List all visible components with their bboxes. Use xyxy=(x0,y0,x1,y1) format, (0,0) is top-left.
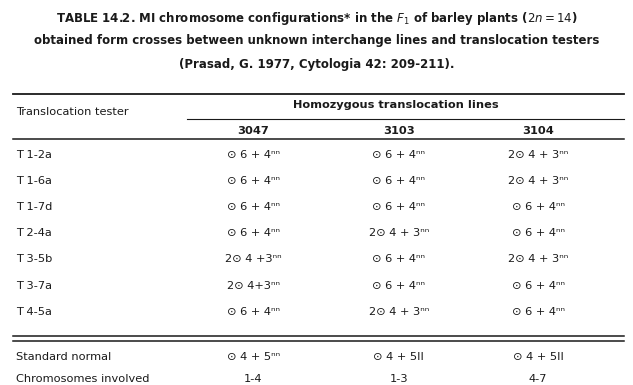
Text: ⊙ 6 + 4ⁿⁿ: ⊙ 6 + 4ⁿⁿ xyxy=(372,281,425,291)
Text: 2⊙ 4 + 3ⁿⁿ: 2⊙ 4 + 3ⁿⁿ xyxy=(508,254,568,264)
Text: T 1-2a: T 1-2a xyxy=(16,150,52,160)
Text: Chromosomes involved: Chromosomes involved xyxy=(16,374,149,384)
Text: Translocation tester: Translocation tester xyxy=(16,107,128,117)
Text: ⊙ 6 + 4ⁿⁿ: ⊙ 6 + 4ⁿⁿ xyxy=(227,176,280,186)
Text: T 4-5a: T 4-5a xyxy=(16,307,52,317)
Text: obtained form crosses between unknown interchange lines and translocation tester: obtained form crosses between unknown in… xyxy=(34,34,599,47)
Text: ⊙ 6 + 4ⁿⁿ: ⊙ 6 + 4ⁿⁿ xyxy=(372,202,425,212)
Text: T 1-6a: T 1-6a xyxy=(16,176,52,186)
Text: 3103: 3103 xyxy=(383,126,415,136)
Text: 2⊙ 4+3ⁿⁿ: 2⊙ 4+3ⁿⁿ xyxy=(227,281,280,291)
Text: 2⊙ 4 + 3ⁿⁿ: 2⊙ 4 + 3ⁿⁿ xyxy=(368,307,429,317)
Text: 2⊙ 4 +3ⁿⁿ: 2⊙ 4 +3ⁿⁿ xyxy=(225,254,282,264)
Text: ⊙ 4 + 5II: ⊙ 4 + 5II xyxy=(513,352,563,362)
Text: 3104: 3104 xyxy=(522,126,554,136)
Text: ⊙ 6 + 4ⁿⁿ: ⊙ 6 + 4ⁿⁿ xyxy=(372,150,425,160)
Text: ⊙ 6 + 4ⁿⁿ: ⊙ 6 + 4ⁿⁿ xyxy=(227,228,280,238)
Text: ⊙ 4 + 5ⁿⁿ: ⊙ 4 + 5ⁿⁿ xyxy=(227,352,280,362)
Text: 2⊙ 4 + 3ⁿⁿ: 2⊙ 4 + 3ⁿⁿ xyxy=(508,176,568,186)
Text: T 3-5b: T 3-5b xyxy=(16,254,52,264)
Text: 2⊙ 4 + 3ⁿⁿ: 2⊙ 4 + 3ⁿⁿ xyxy=(508,150,568,160)
Text: Homozygous translocation lines: Homozygous translocation lines xyxy=(293,100,498,110)
Text: ⊙ 6 + 4ⁿⁿ: ⊙ 6 + 4ⁿⁿ xyxy=(372,176,425,186)
Text: 4-7: 4-7 xyxy=(529,374,548,384)
Text: TABLE 14.2. MI chromosome configurations* in the $F_1$ of barley plants ($2n = 1: TABLE 14.2. MI chromosome configurations… xyxy=(56,10,577,27)
Text: ⊙ 6 + 4ⁿⁿ: ⊙ 6 + 4ⁿⁿ xyxy=(227,202,280,212)
Text: ⊙ 6 + 4ⁿⁿ: ⊙ 6 + 4ⁿⁿ xyxy=(511,202,565,212)
Text: 2⊙ 4 + 3ⁿⁿ: 2⊙ 4 + 3ⁿⁿ xyxy=(368,228,429,238)
Text: 1-4: 1-4 xyxy=(244,374,263,384)
Text: ⊙ 6 + 4ⁿⁿ: ⊙ 6 + 4ⁿⁿ xyxy=(227,307,280,317)
Text: 3047: 3047 xyxy=(237,126,269,136)
Text: ⊙ 6 + 4ⁿⁿ: ⊙ 6 + 4ⁿⁿ xyxy=(511,228,565,238)
Text: T 3-7a: T 3-7a xyxy=(16,281,52,291)
Text: ⊙ 6 + 4ⁿⁿ: ⊙ 6 + 4ⁿⁿ xyxy=(372,254,425,264)
Text: T 2-4a: T 2-4a xyxy=(16,228,51,238)
Text: ⊙ 6 + 4ⁿⁿ: ⊙ 6 + 4ⁿⁿ xyxy=(511,307,565,317)
Text: 1-3: 1-3 xyxy=(389,374,408,384)
Text: T 1-7d: T 1-7d xyxy=(16,202,52,212)
Text: ⊙ 4 + 5II: ⊙ 4 + 5II xyxy=(373,352,424,362)
Text: ⊙ 6 + 4ⁿⁿ: ⊙ 6 + 4ⁿⁿ xyxy=(227,150,280,160)
Text: Standard normal: Standard normal xyxy=(16,352,111,362)
Text: ⊙ 6 + 4ⁿⁿ: ⊙ 6 + 4ⁿⁿ xyxy=(511,281,565,291)
Text: (Prasad, G. 1977, Cytologia 42: 209-211).: (Prasad, G. 1977, Cytologia 42: 209-211)… xyxy=(179,58,454,71)
